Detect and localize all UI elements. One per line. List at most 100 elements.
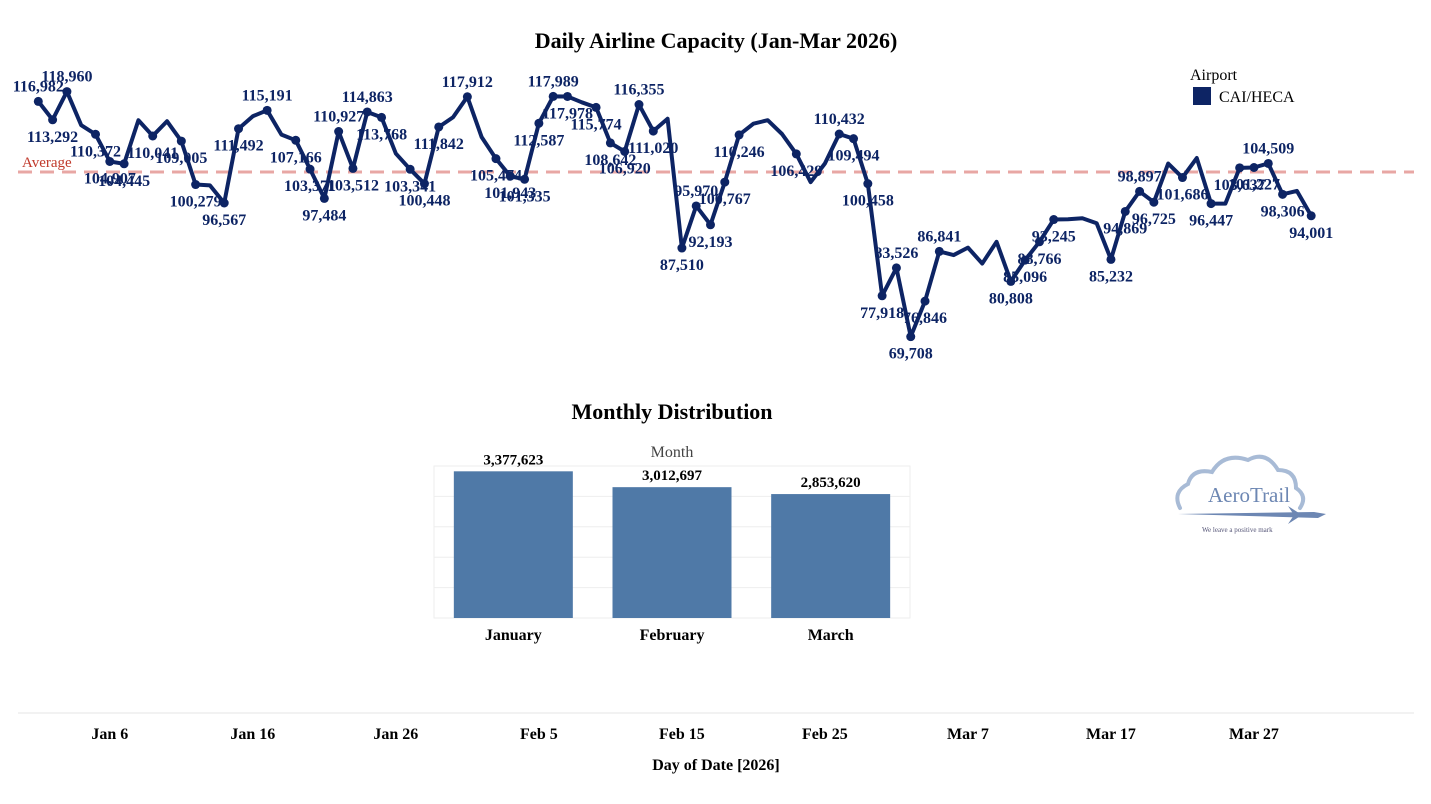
data-point — [1206, 199, 1216, 209]
data-label: 69,708 — [889, 346, 933, 363]
data-point — [119, 159, 129, 169]
data-point — [505, 171, 515, 181]
legend: Airport CAI/HECA — [1190, 67, 1295, 106]
logo-wordmark: AeroTrail — [1208, 483, 1290, 507]
data-label: 116,982 — [13, 78, 64, 95]
data-point — [720, 177, 730, 187]
data-point — [520, 174, 530, 184]
data-point — [62, 87, 72, 97]
data-label: 94,001 — [1289, 225, 1333, 242]
data-point — [348, 163, 358, 173]
x-tick-label: Feb 15 — [659, 726, 705, 743]
data-label: 87,510 — [660, 257, 704, 274]
data-label: 96,567 — [202, 212, 246, 229]
data-point — [291, 135, 301, 145]
bar — [453, 471, 573, 618]
data-label: 93,245 — [1032, 229, 1076, 246]
x-tick-label: Jan 6 — [91, 726, 128, 743]
data-point — [419, 179, 429, 189]
data-label: 85,232 — [1089, 268, 1133, 285]
data-point — [1306, 211, 1316, 221]
bar — [612, 487, 732, 618]
data-label: 117,978 — [542, 105, 593, 122]
x-axis-ticks: Jan 6 Jan 16 Jan 26 Feb 5 Feb 15 Feb 25 Mar 7 M… — [91, 726, 1279, 743]
bar-value-label: 2,853,620 — [801, 475, 861, 491]
data-label: 116,355 — [613, 82, 664, 99]
data-point — [1034, 237, 1044, 247]
data-label: 103,371 — [284, 178, 336, 195]
x-tick-label: Mar 7 — [947, 726, 989, 743]
average-label: Average — [22, 155, 72, 171]
data-label: 100,448 — [398, 193, 450, 210]
data-label: 95,970 — [674, 183, 718, 200]
data-label: 111,842 — [414, 136, 464, 153]
data-point — [33, 96, 43, 106]
bar-category-label: March — [808, 627, 854, 644]
data-label: 96,725 — [1132, 211, 1176, 228]
data-label: 115,191 — [242, 87, 293, 104]
data-label: 114,863 — [342, 89, 393, 106]
data-point — [219, 198, 229, 208]
data-point — [1177, 173, 1187, 183]
data-label: 113,292 — [27, 129, 78, 146]
data-point — [1149, 197, 1159, 207]
data-label: 76,846 — [903, 310, 947, 327]
data-point — [1135, 186, 1145, 196]
bar-category-label: January — [485, 627, 542, 644]
data-label: 100,279 — [170, 194, 222, 211]
data-point — [1235, 163, 1245, 173]
bar-chart-title: Monthly Distribution — [571, 399, 772, 424]
data-label: 103,512 — [327, 177, 379, 194]
data-point — [191, 180, 201, 190]
x-tick-label: Jan 26 — [373, 726, 418, 743]
data-label: 110,432 — [814, 111, 865, 128]
data-point — [534, 118, 544, 128]
data-point — [1120, 206, 1130, 216]
data-label: 115,774 — [571, 116, 622, 133]
bar — [771, 494, 891, 618]
legend-entry-label: CAI/HECA — [1219, 89, 1295, 106]
data-label: 104,907 — [84, 170, 136, 187]
data-point — [920, 296, 930, 306]
data-point — [634, 100, 644, 110]
legend-swatch — [1193, 87, 1211, 105]
data-label: 98,897 — [1118, 168, 1162, 185]
data-label: 106,429 — [770, 163, 822, 180]
data-point — [1020, 255, 1030, 265]
data-point — [1278, 189, 1288, 199]
data-point — [620, 146, 630, 156]
data-point — [934, 246, 944, 256]
x-tick-label: Mar 27 — [1229, 726, 1279, 743]
data-label: 100,458 — [842, 193, 894, 210]
data-point — [377, 112, 387, 122]
data-point — [491, 154, 501, 164]
data-point — [434, 122, 444, 132]
data-point — [834, 129, 844, 139]
data-label: 85,096 — [1003, 269, 1047, 286]
data-point — [849, 134, 859, 144]
line-chart-title: Daily Airline Capacity (Jan-Mar 2026) — [535, 28, 898, 53]
data-point — [877, 291, 887, 301]
data-point — [176, 136, 186, 146]
data-label: 96,447 — [1189, 213, 1233, 230]
average-reference-line: Average — [18, 155, 1414, 174]
data-label: 100,767 — [699, 191, 751, 208]
data-point — [1263, 158, 1273, 168]
data-label: 110,372 — [70, 143, 121, 160]
data-point — [691, 201, 701, 211]
aerotrail-logo: AeroTrail We leave a positive mark — [1168, 448, 1338, 540]
data-label: 77,918 — [860, 305, 904, 322]
series-line — [36, 89, 1313, 339]
data-point — [591, 102, 601, 112]
data-label: 104,445 — [98, 173, 150, 190]
data-label: 117,912 — [442, 74, 493, 91]
data-label: 80,808 — [989, 290, 1033, 307]
data-point — [234, 124, 244, 134]
logo-graphic: AeroTrail We leave a positive mark — [1175, 454, 1326, 534]
data-label: 94,869 — [1103, 220, 1147, 237]
data-point — [734, 130, 744, 140]
data-label: 110,041 — [127, 145, 178, 162]
data-point — [405, 164, 415, 174]
